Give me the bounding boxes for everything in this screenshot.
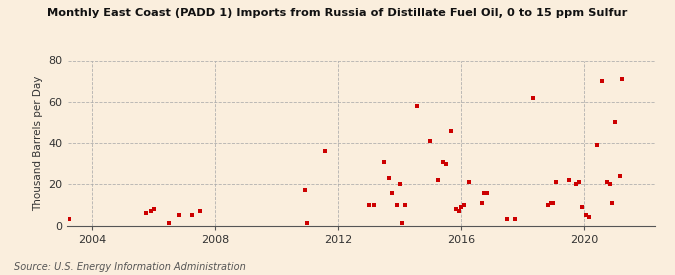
Point: [563, 178, 574, 182]
Point: [617, 77, 628, 81]
Point: [450, 207, 461, 211]
Point: [394, 182, 405, 186]
Text: Monthly East Coast (PADD 1) Imports from Russia of Distillate Fuel Oil, 0 to 15 : Monthly East Coast (PADD 1) Imports from…: [47, 8, 628, 18]
Point: [446, 128, 456, 133]
Point: [550, 180, 561, 184]
Point: [433, 178, 443, 182]
Point: [63, 217, 74, 222]
Point: [186, 213, 197, 217]
Point: [163, 221, 174, 226]
Point: [387, 190, 398, 195]
Point: [397, 221, 408, 226]
Point: [392, 203, 402, 207]
Point: [543, 203, 554, 207]
Y-axis label: Thousand Barrels per Day: Thousand Barrels per Day: [33, 75, 43, 211]
Point: [604, 182, 615, 186]
Point: [502, 217, 512, 222]
Point: [400, 203, 410, 207]
Point: [571, 182, 582, 186]
Point: [545, 201, 556, 205]
Point: [581, 213, 592, 217]
Point: [548, 201, 559, 205]
Point: [576, 205, 587, 209]
Point: [607, 201, 618, 205]
Point: [584, 215, 595, 219]
Point: [302, 221, 313, 226]
Point: [453, 209, 464, 213]
Text: Source: U.S. Energy Information Administration: Source: U.S. Energy Information Administ…: [14, 262, 245, 272]
Point: [438, 160, 449, 164]
Point: [481, 190, 492, 195]
Point: [573, 180, 584, 184]
Point: [591, 143, 602, 147]
Point: [320, 149, 331, 153]
Point: [140, 211, 151, 215]
Point: [456, 205, 466, 209]
Point: [610, 120, 620, 125]
Point: [601, 180, 612, 184]
Point: [425, 139, 435, 143]
Point: [369, 203, 379, 207]
Point: [146, 209, 157, 213]
Point: [479, 190, 489, 195]
Point: [510, 217, 520, 222]
Point: [463, 180, 474, 184]
Point: [458, 203, 469, 207]
Point: [615, 174, 626, 178]
Point: [597, 79, 608, 83]
Point: [300, 188, 310, 192]
Point: [440, 161, 451, 166]
Point: [379, 160, 389, 164]
Point: [363, 203, 374, 207]
Point: [148, 207, 159, 211]
Point: [194, 209, 205, 213]
Point: [412, 104, 423, 108]
Point: [527, 95, 538, 100]
Point: [173, 213, 184, 217]
Point: [477, 201, 487, 205]
Point: [384, 176, 395, 180]
